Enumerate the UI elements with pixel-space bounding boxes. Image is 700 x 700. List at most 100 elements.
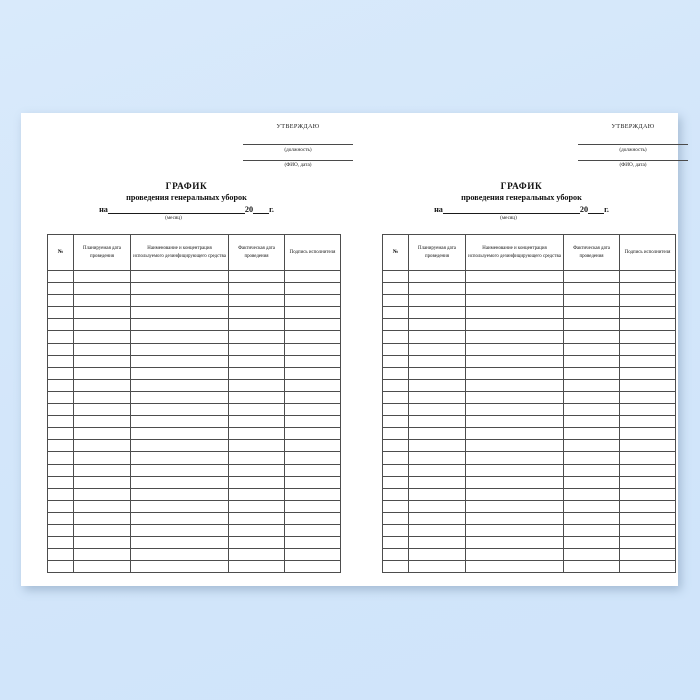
cell-agent[interactable] bbox=[130, 366, 229, 380]
cell-signature[interactable] bbox=[619, 475, 676, 489]
cell-signature[interactable] bbox=[284, 560, 341, 574]
cell-signature[interactable] bbox=[619, 294, 676, 308]
cell-num[interactable] bbox=[382, 560, 409, 574]
cell-agent[interactable] bbox=[130, 318, 229, 332]
cell-num[interactable] bbox=[47, 306, 74, 320]
table-row[interactable] bbox=[382, 415, 676, 429]
cell-planned_date[interactable] bbox=[73, 342, 131, 356]
table-row[interactable] bbox=[382, 439, 676, 453]
cell-planned_date[interactable] bbox=[408, 427, 466, 441]
table-row[interactable] bbox=[382, 306, 676, 320]
cell-agent[interactable] bbox=[465, 511, 564, 525]
cell-agent[interactable] bbox=[465, 560, 564, 574]
cell-actual_date[interactable] bbox=[228, 415, 285, 429]
cell-agent[interactable] bbox=[465, 269, 564, 284]
cell-agent[interactable] bbox=[465, 282, 564, 296]
cell-actual_date[interactable] bbox=[228, 306, 285, 320]
cell-num[interactable] bbox=[47, 427, 74, 441]
cell-signature[interactable] bbox=[284, 269, 341, 284]
cell-planned_date[interactable] bbox=[73, 390, 131, 405]
cell-planned_date[interactable] bbox=[408, 523, 466, 538]
cell-actual_date[interactable] bbox=[563, 306, 620, 320]
cell-signature[interactable] bbox=[284, 451, 341, 465]
cell-num[interactable] bbox=[47, 560, 74, 574]
cell-signature[interactable] bbox=[284, 342, 341, 356]
cell-signature[interactable] bbox=[619, 354, 676, 368]
cell-planned_date[interactable] bbox=[408, 487, 466, 501]
cell-signature[interactable] bbox=[284, 439, 341, 453]
cell-agent[interactable] bbox=[130, 415, 229, 429]
cell-signature[interactable] bbox=[619, 560, 676, 574]
table-body[interactable] bbox=[47, 269, 341, 574]
cell-signature[interactable] bbox=[619, 463, 676, 477]
table-row[interactable] bbox=[382, 511, 676, 525]
cell-num[interactable] bbox=[47, 487, 74, 501]
cell-agent[interactable] bbox=[465, 390, 564, 405]
cell-planned_date[interactable] bbox=[408, 269, 466, 284]
cell-agent[interactable] bbox=[465, 342, 564, 356]
cell-planned_date[interactable] bbox=[408, 403, 466, 417]
cell-actual_date[interactable] bbox=[563, 463, 620, 477]
cell-actual_date[interactable] bbox=[563, 487, 620, 501]
cell-signature[interactable] bbox=[284, 523, 341, 538]
cell-planned_date[interactable] bbox=[73, 330, 131, 344]
cell-num[interactable] bbox=[47, 330, 74, 344]
cell-agent[interactable] bbox=[465, 548, 564, 562]
cell-actual_date[interactable] bbox=[563, 330, 620, 344]
cell-num[interactable] bbox=[382, 294, 409, 308]
table-row[interactable] bbox=[47, 415, 341, 429]
table-row[interactable] bbox=[382, 330, 676, 344]
cell-actual_date[interactable] bbox=[563, 439, 620, 453]
cell-signature[interactable] bbox=[284, 487, 341, 501]
table-row[interactable] bbox=[382, 294, 676, 308]
cell-agent[interactable] bbox=[130, 475, 229, 489]
cell-agent[interactable] bbox=[130, 560, 229, 574]
cell-signature[interactable] bbox=[284, 415, 341, 429]
table-row[interactable] bbox=[47, 269, 341, 284]
table-row[interactable] bbox=[47, 511, 341, 525]
cell-agent[interactable] bbox=[465, 487, 564, 501]
table-row[interactable] bbox=[47, 548, 341, 562]
cell-num[interactable] bbox=[47, 269, 74, 284]
cell-planned_date[interactable] bbox=[73, 318, 131, 332]
cell-planned_date[interactable] bbox=[408, 475, 466, 489]
table-row[interactable] bbox=[382, 269, 676, 284]
table-row[interactable] bbox=[47, 342, 341, 356]
cell-signature[interactable] bbox=[619, 390, 676, 405]
cell-num[interactable] bbox=[382, 318, 409, 332]
cell-signature[interactable] bbox=[284, 463, 341, 477]
table-row[interactable] bbox=[382, 342, 676, 356]
cell-actual_date[interactable] bbox=[563, 475, 620, 489]
table-row[interactable] bbox=[47, 354, 341, 368]
cell-num[interactable] bbox=[47, 499, 74, 513]
cell-signature[interactable] bbox=[284, 403, 341, 417]
cell-num[interactable] bbox=[382, 403, 409, 417]
table-row[interactable] bbox=[382, 548, 676, 562]
cell-actual_date[interactable] bbox=[563, 415, 620, 429]
cell-signature[interactable] bbox=[619, 318, 676, 332]
cell-signature[interactable] bbox=[619, 523, 676, 538]
month-blank-field[interactable] bbox=[442, 205, 580, 214]
cell-agent[interactable] bbox=[130, 536, 229, 550]
table-row[interactable] bbox=[47, 427, 341, 441]
cell-num[interactable] bbox=[47, 475, 74, 489]
cell-planned_date[interactable] bbox=[73, 403, 131, 417]
cell-planned_date[interactable] bbox=[73, 548, 131, 562]
approval-position-line[interactable] bbox=[578, 144, 688, 145]
cell-signature[interactable] bbox=[284, 354, 341, 368]
cell-num[interactable] bbox=[382, 366, 409, 380]
cell-actual_date[interactable] bbox=[228, 294, 285, 308]
table-row[interactable] bbox=[382, 560, 676, 574]
table-row[interactable] bbox=[47, 330, 341, 344]
month-blank-field[interactable] bbox=[107, 205, 245, 214]
cell-signature[interactable] bbox=[619, 403, 676, 417]
cell-planned_date[interactable] bbox=[408, 415, 466, 429]
approval-name-line[interactable] bbox=[578, 159, 688, 161]
cell-actual_date[interactable] bbox=[228, 282, 285, 296]
cell-actual_date[interactable] bbox=[228, 269, 285, 284]
cell-signature[interactable] bbox=[619, 427, 676, 441]
cell-planned_date[interactable] bbox=[73, 294, 131, 308]
table-row[interactable] bbox=[382, 427, 676, 441]
cell-agent[interactable] bbox=[130, 523, 229, 538]
cell-actual_date[interactable] bbox=[563, 511, 620, 525]
